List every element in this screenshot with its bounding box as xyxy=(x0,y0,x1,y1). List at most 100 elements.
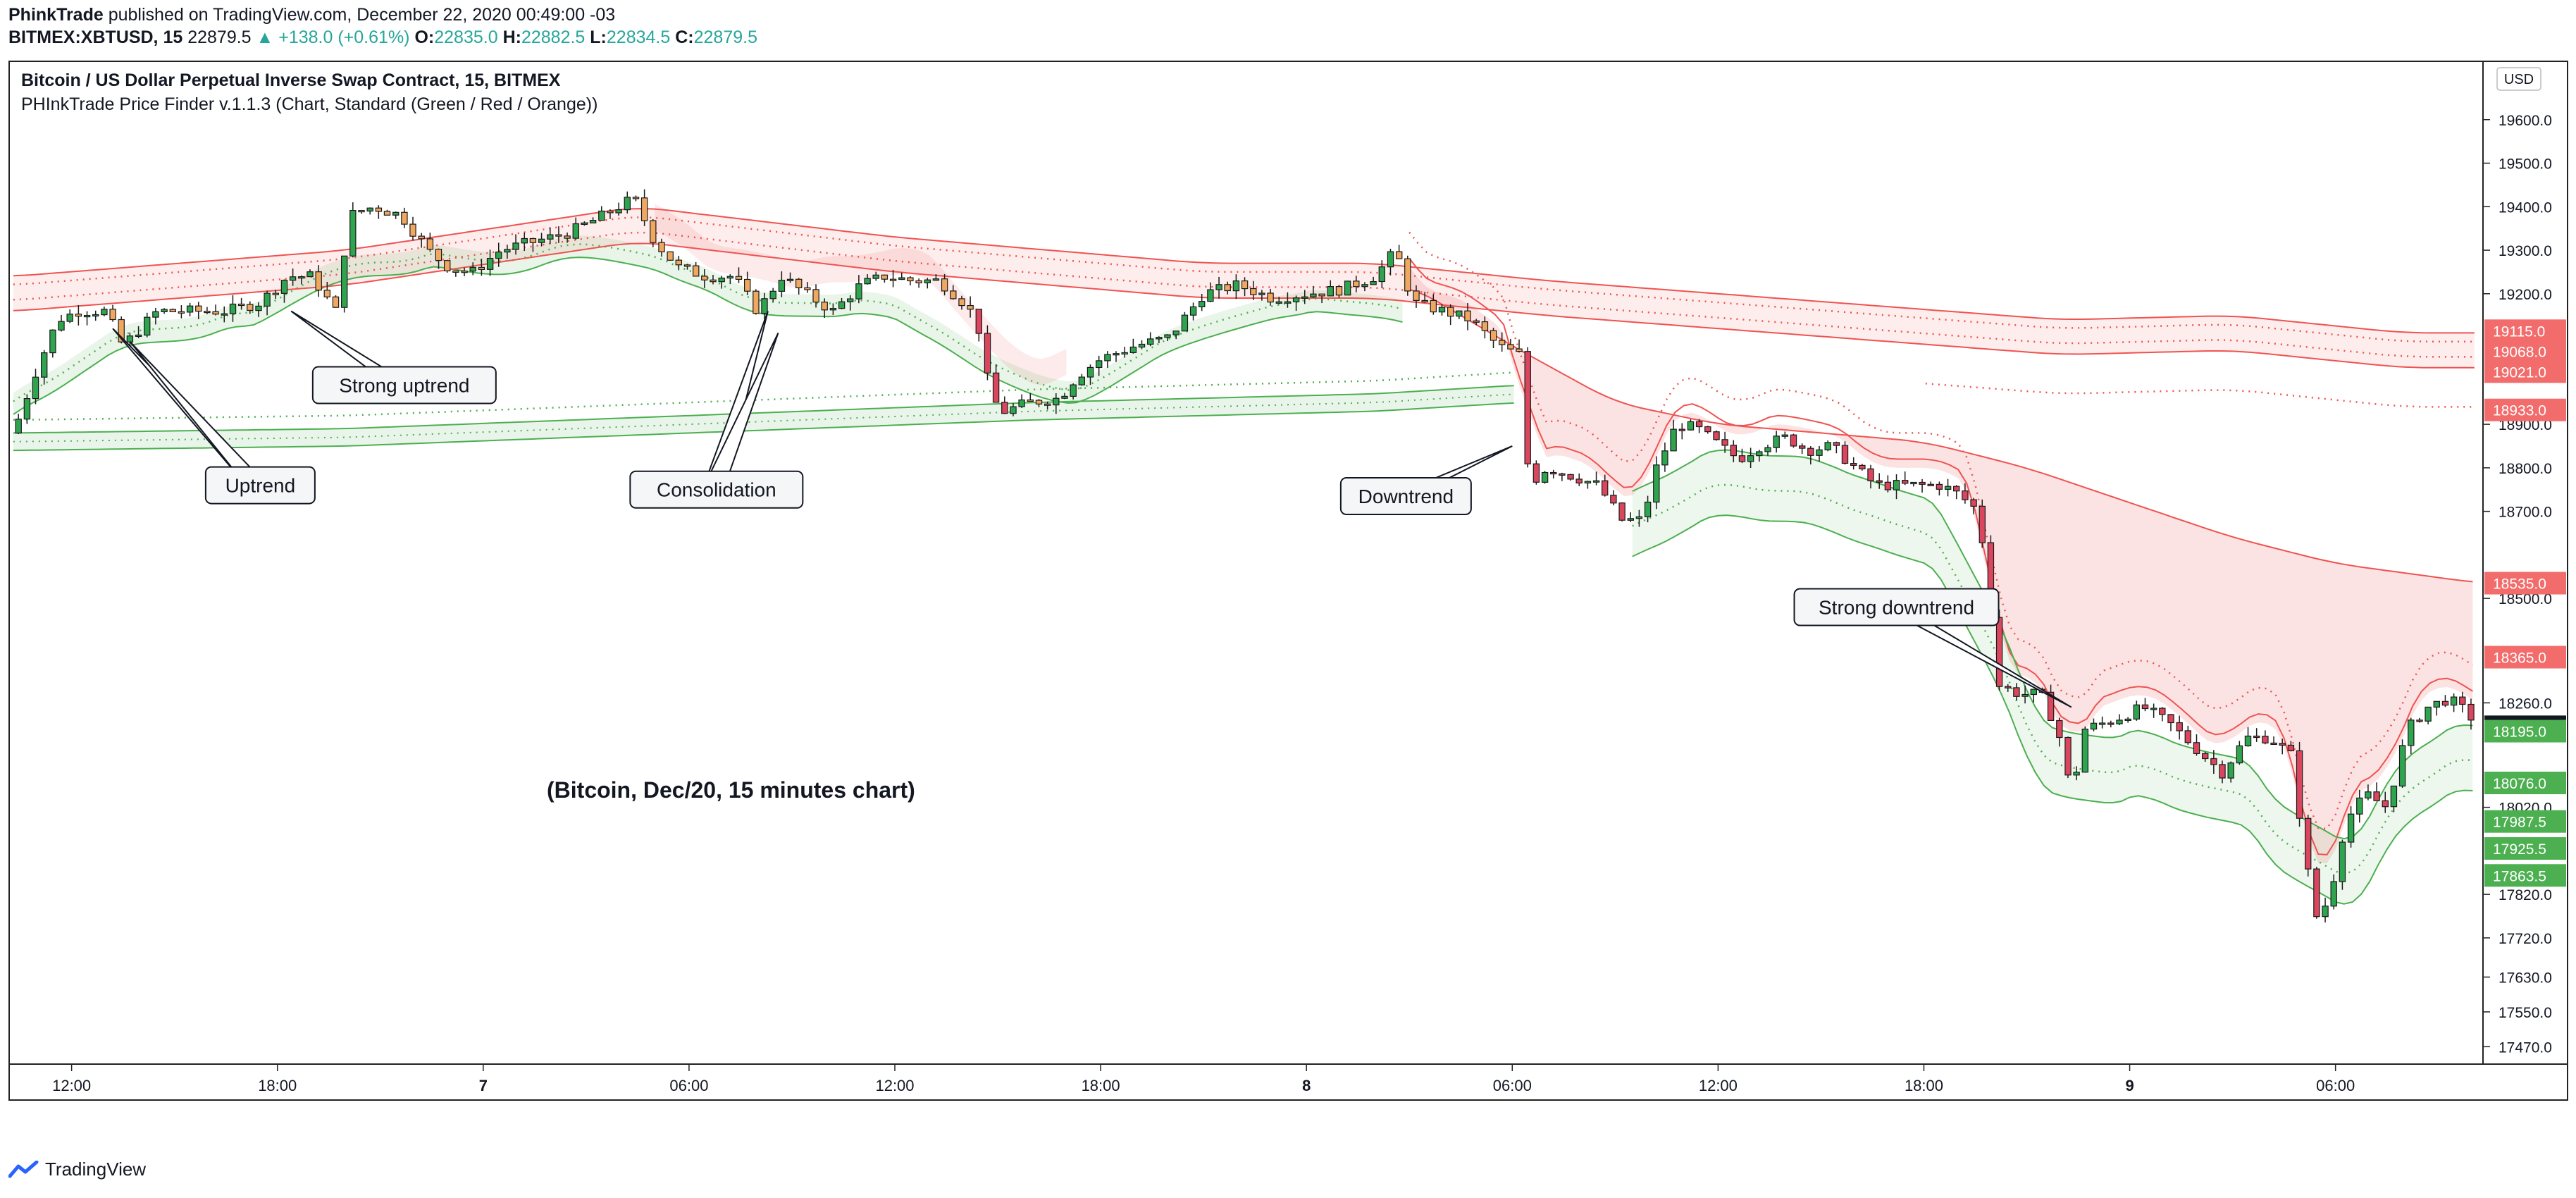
candle[interactable] xyxy=(1198,293,1206,311)
candle[interactable] xyxy=(323,281,331,300)
candle[interactable] xyxy=(1232,274,1240,300)
candle[interactable] xyxy=(2296,741,2303,827)
candle[interactable] xyxy=(1070,383,1077,400)
candle[interactable] xyxy=(1781,431,1788,439)
candle[interactable] xyxy=(1721,431,1728,453)
candle[interactable] xyxy=(2390,785,2398,813)
candle[interactable] xyxy=(1584,481,1592,489)
candle[interactable] xyxy=(1215,276,1222,299)
candle[interactable] xyxy=(229,295,237,322)
candle[interactable] xyxy=(2433,700,2440,716)
candle[interactable] xyxy=(829,303,837,315)
candle[interactable] xyxy=(1764,445,1771,456)
candle[interactable] xyxy=(1421,292,1428,303)
candle[interactable] xyxy=(512,234,519,255)
candle[interactable] xyxy=(1979,499,1986,548)
candle[interactable] xyxy=(40,350,48,385)
candle[interactable] xyxy=(1447,304,1454,326)
candle[interactable] xyxy=(958,295,965,310)
candle[interactable] xyxy=(1995,609,2003,691)
candle[interactable] xyxy=(2365,784,2372,801)
candle[interactable] xyxy=(1361,282,1368,292)
candle[interactable] xyxy=(1567,474,1574,481)
candle[interactable] xyxy=(718,276,725,289)
candle[interactable] xyxy=(640,189,648,226)
candle[interactable] xyxy=(2408,717,2415,755)
candle[interactable] xyxy=(452,270,459,277)
candle[interactable] xyxy=(435,248,442,269)
candle[interactable] xyxy=(2047,684,2055,721)
candle[interactable] xyxy=(1678,423,1685,440)
candle[interactable] xyxy=(264,290,271,316)
candle[interactable] xyxy=(2382,791,2389,813)
annotation-callout[interactable]: Strong downtrend xyxy=(1793,588,2072,708)
candle[interactable] xyxy=(2356,789,2363,823)
candle[interactable] xyxy=(521,232,528,252)
candle[interactable] xyxy=(1884,475,1892,493)
candle[interactable] xyxy=(1953,485,1960,500)
candle[interactable] xyxy=(443,259,451,273)
candle[interactable] xyxy=(2253,728,2260,742)
candle[interactable] xyxy=(1833,441,1840,454)
candle[interactable] xyxy=(812,284,819,308)
candle[interactable] xyxy=(1027,393,1034,402)
candle[interactable] xyxy=(1481,316,1489,339)
candle[interactable] xyxy=(169,308,176,313)
candle[interactable] xyxy=(2210,750,2217,774)
annotation-callout[interactable]: Uptrend xyxy=(112,328,316,505)
candle[interactable] xyxy=(66,309,73,323)
candle[interactable] xyxy=(1893,474,1900,500)
candle[interactable] xyxy=(2270,736,2277,746)
candle[interactable] xyxy=(984,325,991,381)
candle[interactable] xyxy=(1189,302,1197,321)
candle[interactable] xyxy=(915,278,922,288)
candle[interactable] xyxy=(2219,760,2226,784)
candle[interactable] xyxy=(2133,700,2140,721)
candle[interactable] xyxy=(1816,445,1823,462)
candle[interactable] xyxy=(1018,394,1025,409)
candle[interactable] xyxy=(692,261,700,277)
candle[interactable] xyxy=(1747,447,1754,469)
candle[interactable] xyxy=(1395,245,1403,259)
candle[interactable] xyxy=(1575,473,1583,486)
candle[interactable] xyxy=(1850,457,1857,470)
candle[interactable] xyxy=(529,237,537,252)
candle[interactable] xyxy=(615,202,622,216)
candle[interactable] xyxy=(280,279,288,303)
candle[interactable] xyxy=(1592,471,1600,486)
candle[interactable] xyxy=(1738,448,1746,464)
candle[interactable] xyxy=(1867,464,1874,489)
candle[interactable] xyxy=(572,217,580,240)
candle[interactable] xyxy=(1078,373,1085,386)
candle[interactable] xyxy=(161,308,168,314)
candle[interactable] xyxy=(366,207,373,215)
candle[interactable] xyxy=(1962,483,1969,504)
candle[interactable] xyxy=(1841,441,1849,465)
candle[interactable] xyxy=(1919,478,1926,493)
candle[interactable] xyxy=(1129,338,1137,354)
candle[interactable] xyxy=(743,271,751,295)
candle[interactable] xyxy=(1430,294,1437,315)
candle[interactable] xyxy=(495,242,502,267)
candle[interactable] xyxy=(1541,471,1549,484)
candle[interactable] xyxy=(1146,332,1154,347)
candle[interactable] xyxy=(821,298,828,319)
author-name[interactable]: PhinkTrade xyxy=(8,5,104,25)
candle[interactable] xyxy=(1499,332,1506,352)
candle[interactable] xyxy=(341,255,348,313)
candle[interactable] xyxy=(83,311,91,326)
candle[interactable] xyxy=(1602,474,1609,497)
candle[interactable] xyxy=(255,302,262,317)
candle[interactable] xyxy=(1627,512,1634,522)
candle[interactable] xyxy=(1713,430,1720,441)
candle[interactable] xyxy=(753,289,760,315)
candle[interactable] xyxy=(1404,255,1411,296)
candle[interactable] xyxy=(735,267,743,283)
candle[interactable] xyxy=(1267,288,1274,306)
candle[interactable] xyxy=(1172,331,1179,340)
candle[interactable] xyxy=(1695,419,1703,433)
candle[interactable] xyxy=(237,297,245,310)
candle[interactable] xyxy=(555,226,562,243)
candle[interactable] xyxy=(289,268,297,286)
candle[interactable] xyxy=(2159,707,2166,722)
